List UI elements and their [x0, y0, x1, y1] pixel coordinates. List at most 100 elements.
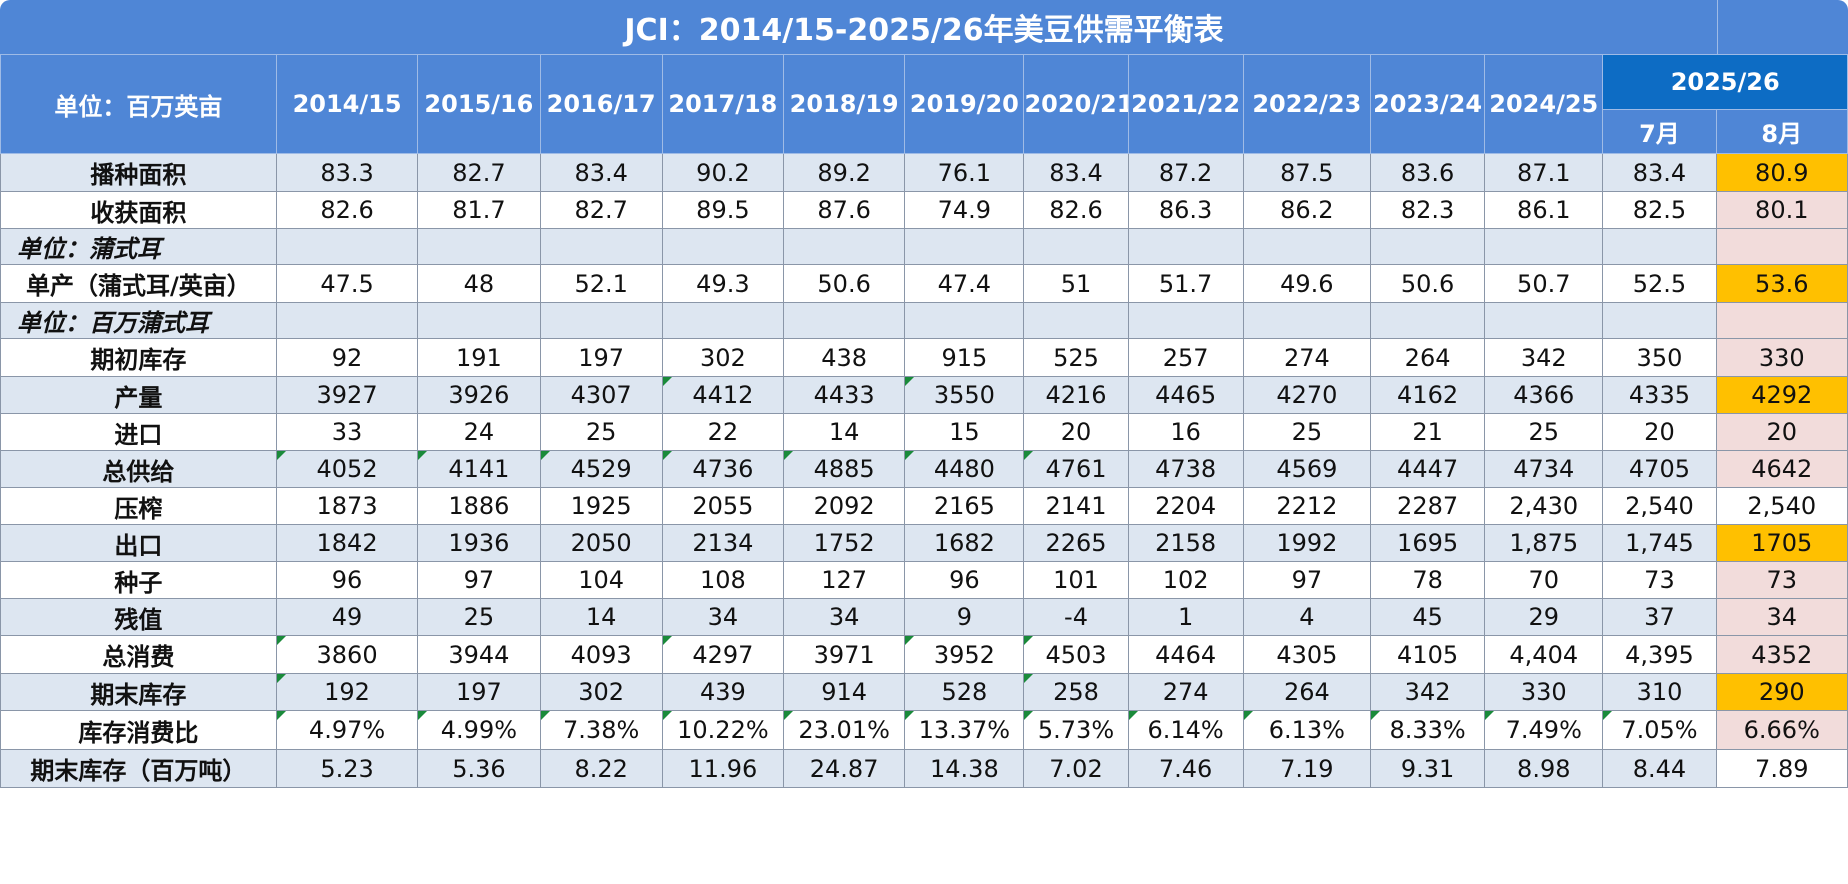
table-cell: 3860 [275, 635, 419, 674]
table-cell: 4335 [1602, 376, 1717, 414]
cell-aug-estimate: 4352 [1715, 635, 1848, 674]
table-cell: 8.22 [539, 749, 663, 788]
table-cell: 25 [1242, 413, 1372, 451]
table-cell: 48 [417, 264, 541, 303]
table-cell: 915 [904, 338, 1025, 377]
table-cell: 86.1 [1484, 191, 1604, 229]
table-cell: 2092 [783, 487, 906, 525]
year-header: 2017/18 [661, 54, 785, 154]
table-cell: 96 [904, 561, 1025, 599]
table-cell [783, 302, 906, 339]
table-cell: 86.3 [1127, 191, 1244, 229]
cell-aug-estimate: 53.6 [1715, 264, 1848, 303]
table-cell: 51.7 [1127, 264, 1244, 303]
table-cell: 3550 [904, 376, 1025, 414]
table-cell: 3971 [783, 635, 906, 674]
table-cell: 7.02 [1023, 749, 1129, 788]
table-cell: 4307 [539, 376, 663, 414]
table-cell: 83.3 [275, 153, 419, 192]
row-label: 总消费 [0, 635, 277, 674]
table-cell: 101 [1023, 561, 1129, 599]
table-cell [661, 228, 785, 265]
cell-aug-estimate: 80.1 [1715, 191, 1848, 229]
table-cell: 50.6 [783, 264, 906, 303]
table-cell: 197 [417, 673, 541, 711]
month-header-jul: 7月 [1602, 109, 1717, 154]
table-cell: 191 [417, 338, 541, 377]
table-cell: 4885 [783, 450, 906, 488]
table-cell: -4 [1023, 598, 1129, 636]
table-cell: 1695 [1369, 524, 1486, 562]
table-cell: 4,395 [1602, 635, 1717, 674]
table-cell: 25 [1484, 413, 1604, 451]
table-cell: 4447 [1369, 450, 1486, 488]
table-cell [904, 302, 1025, 339]
group-header-2025-26: 2025/26 [1602, 54, 1848, 110]
table-cell [539, 302, 663, 339]
table-cell [1023, 228, 1129, 265]
row-label: 期末库存（百万吨） [0, 749, 277, 788]
table-cell: 2,540 [1602, 487, 1717, 525]
table-cell: 350 [1602, 338, 1717, 377]
table-cell: 7.05% [1602, 710, 1717, 750]
table-cell: 86.2 [1242, 191, 1372, 229]
table-cell: 83.4 [539, 153, 663, 192]
table-cell: 92 [275, 338, 419, 377]
table-cell: 4093 [539, 635, 663, 674]
table-cell: 82.7 [539, 191, 663, 229]
table-cell: 13.37% [904, 710, 1025, 750]
table-body: 播种面积 83.3 82.7 83.4 90.2 89.2 76.1 83.4 87.2 87.5… [0, 153, 1848, 788]
table-cell [1369, 228, 1486, 265]
row-label: 收获面积 [0, 191, 277, 229]
table-cell: 2158 [1127, 524, 1244, 562]
table-cell [1602, 228, 1717, 265]
table-cell: 52.1 [539, 264, 663, 303]
table-cell: 82.5 [1602, 191, 1717, 229]
table-cell: 4761 [1023, 450, 1129, 488]
table-cell: 302 [539, 673, 663, 711]
table-row: 单位：百万蒲式耳 [0, 302, 1848, 339]
table-row: 种子 96 97 104 108 127 96 101 102 97 78 70 73 73 [0, 561, 1848, 599]
table-cell [1127, 302, 1244, 339]
row-label: 残值 [0, 598, 277, 636]
table-cell: 2134 [661, 524, 785, 562]
table-cell: 8.44 [1602, 749, 1717, 788]
table-cell: 73 [1602, 561, 1717, 599]
table-cell: 4738 [1127, 450, 1244, 488]
cell-aug-estimate: 6.66% [1715, 710, 1848, 750]
supply-demand-table: 单位：百万英亩 2014/15 2015/16 2016/17 2017/18 … [0, 54, 1848, 788]
table-cell [417, 302, 541, 339]
title-text: JCI：2014/15-2025/26年美豆供需平衡表 [624, 13, 1224, 48]
table-cell: 257 [1127, 338, 1244, 377]
table-row: 进口 33 24 25 22 14 15 20 16 25 21 25 20 20 [0, 413, 1848, 451]
cell-aug-estimate [1715, 302, 1848, 339]
table-cell: 4162 [1369, 376, 1486, 414]
table-cell: 21 [1369, 413, 1486, 451]
table-cell: 2050 [539, 524, 663, 562]
table-cell [1484, 228, 1604, 265]
row-label: 出口 [0, 524, 277, 562]
table-cell: 82.7 [417, 153, 541, 192]
table-cell: 108 [661, 561, 785, 599]
table-cell: 4366 [1484, 376, 1604, 414]
table-cell: 4464 [1127, 635, 1244, 674]
table-cell [1369, 302, 1486, 339]
table-cell: 47.4 [904, 264, 1025, 303]
table-cell: 2165 [904, 487, 1025, 525]
title-right-cell [1717, 0, 1848, 54]
table-cell: 7.38% [539, 710, 663, 750]
table-cell: 20 [1602, 413, 1717, 451]
table-cell: 47.5 [275, 264, 419, 303]
table-cell: 4141 [417, 450, 541, 488]
table-cell: 264 [1369, 338, 1486, 377]
table-cell: 34 [783, 598, 906, 636]
year-header: 2016/17 [539, 54, 663, 154]
table-cell: 83.6 [1369, 153, 1486, 192]
year-header: 2014/15 [275, 54, 419, 154]
table-cell: 81.7 [417, 191, 541, 229]
table-cell: 6.13% [1242, 710, 1372, 750]
table-cell: 82.6 [275, 191, 419, 229]
table-row: 总消费 3860 3944 4093 4297 3971 3952 4503 4464 4305 4… [0, 635, 1848, 674]
table-cell: 528 [904, 673, 1025, 711]
table-cell: 258 [1023, 673, 1129, 711]
